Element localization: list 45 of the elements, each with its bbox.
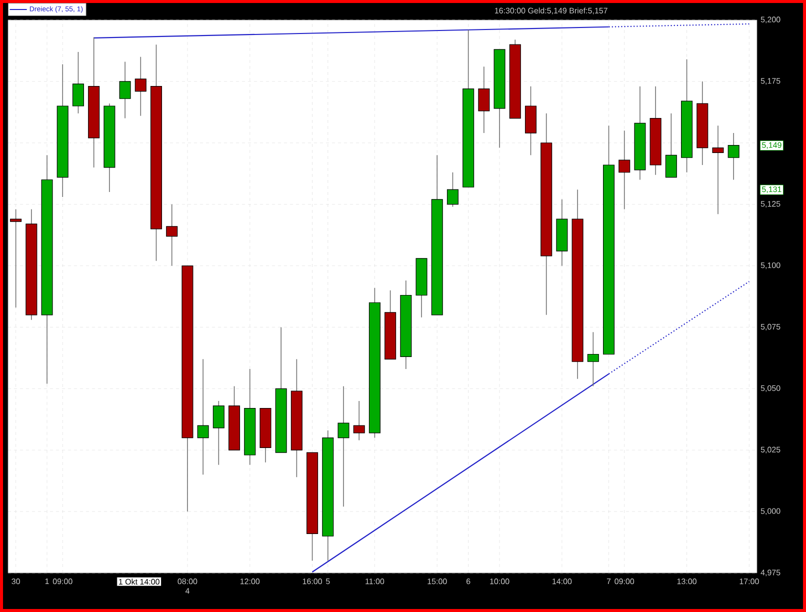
y-tick-label: 5,050 — [760, 385, 780, 392]
candlestick — [353, 400, 365, 441]
y-tick-label: 5,075 — [760, 324, 780, 331]
candlestick — [728, 132, 740, 180]
candlestick — [10, 208, 22, 308]
text: 5,131 — [762, 186, 782, 194]
candlestick — [587, 332, 599, 387]
x-tick-label: 10:00 — [490, 578, 510, 584]
y-tick-label: 5,125 — [760, 201, 780, 208]
x-tick-label: 08:00 4 — [178, 578, 198, 594]
candlestick — [197, 358, 209, 476]
candlestick — [338, 386, 350, 508]
x-tick-label: 7 — [606, 578, 611, 584]
candlestick — [712, 125, 724, 215]
candlestick — [665, 112, 677, 178]
x-tick-label: 17:00 — [740, 578, 759, 584]
x-tick-label: 12:00 — [240, 578, 260, 584]
x-tick-label: 15:00 — [428, 578, 447, 584]
x-tick-label: 09:00 — [614, 578, 634, 584]
text: 5,149 — [762, 142, 782, 149]
x-tick-label: 16:00 — [302, 578, 322, 584]
text: 1 Okt 14:00 — [119, 578, 160, 585]
candlestick — [119, 61, 131, 119]
x-tick-label: 1 — [45, 578, 49, 584]
y-tick-label: 5,025 — [760, 446, 780, 454]
chart-title: 16:30:00 Geld:5,149 Brief:5,157 — [494, 8, 608, 14]
x-tick-label: 11:00 — [366, 578, 384, 584]
y-tick-label: 5,100 — [760, 262, 780, 270]
candlestick — [72, 52, 84, 114]
candlestick — [446, 172, 458, 208]
x-tick-label: 30 — [12, 578, 20, 584]
candlestick — [134, 56, 146, 116]
y-tick-label: 5,000 — [760, 508, 780, 515]
x-tick-label: 13:00 — [677, 578, 696, 584]
x-tick-label: 6 — [466, 578, 470, 584]
x-tick-label: 09:00 — [52, 578, 72, 584]
candlestick — [478, 66, 490, 134]
x-tick-label: 5 — [326, 578, 330, 584]
y-tick-label: 5,175 — [760, 78, 780, 85]
y-tick-label: 4,975 — [760, 570, 780, 576]
x-tick-label: 14:00 — [552, 578, 572, 584]
candlestick — [618, 130, 630, 210]
candlestick — [212, 400, 224, 466]
candlestick — [166, 204, 178, 266]
y-tick-label: 5,200 — [760, 16, 780, 24]
